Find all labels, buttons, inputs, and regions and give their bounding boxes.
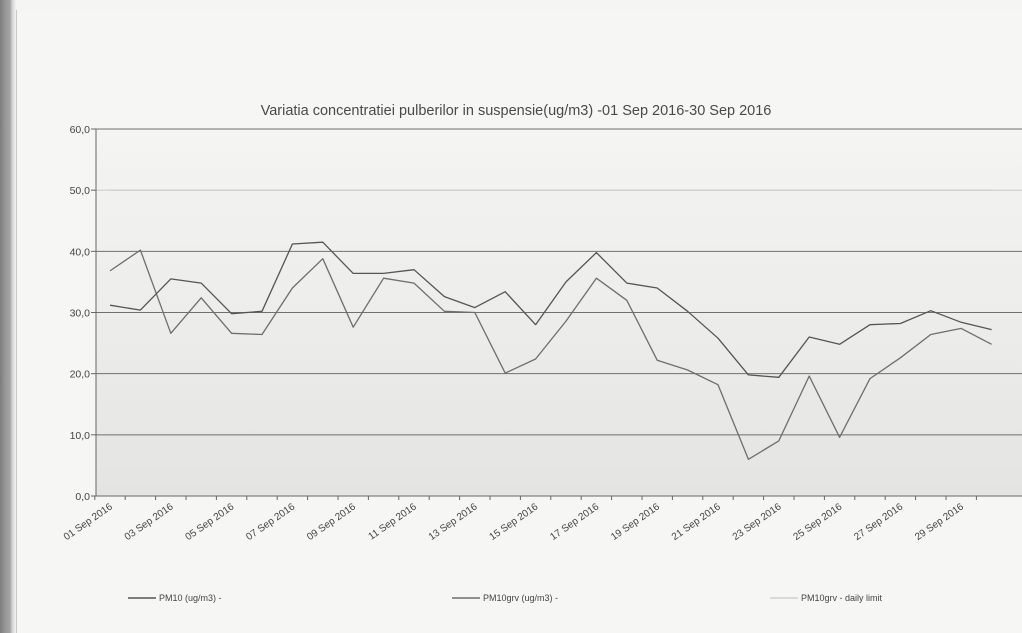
chart-title: Variatia concentratiei pulberilor in sus… xyxy=(261,103,772,119)
y-tick-label: 20,0 xyxy=(70,369,91,381)
x-tick-label: 01 Sep 2016 xyxy=(62,501,115,543)
axes xyxy=(94,129,1022,500)
x-tick-label: 07 Sep 2016 xyxy=(244,501,297,543)
x-tick-label: 25 Sep 2016 xyxy=(792,501,845,543)
series-line-0 xyxy=(109,241,992,378)
y-tick-label: 40,0 xyxy=(70,246,91,258)
legend-label: PM10grv - daily limit xyxy=(801,593,883,603)
y-tick-label: 60,0 xyxy=(70,124,91,136)
y-tick-label: 30,0 xyxy=(70,308,91,320)
legend-label: PM10grv (ug/m3) - xyxy=(483,593,558,603)
x-tick-labels: 01 Sep 2016 03 Sep 2016 05 Sep 2016 07 Sep … xyxy=(62,501,966,543)
x-tick-label: 09 Sep 2016 xyxy=(305,501,358,543)
series-lines xyxy=(109,189,992,460)
legend: PM10 (ug/m3) - PM10grv (ug/m3) - PM10grv -… xyxy=(128,593,883,603)
x-tick-label: 11 Sep 2016 xyxy=(367,501,420,542)
x-tick-label: 27 Sep 2016 xyxy=(852,501,905,543)
y-tick-label: 0,0 xyxy=(75,491,90,503)
x-tick-label: 19 Sep 2016 xyxy=(609,501,662,543)
y-tick-label: 10,0 xyxy=(70,430,91,442)
x-tick-label: 03 Sep 2016 xyxy=(123,501,176,543)
x-tick-label: 05 Sep 2016 xyxy=(184,501,237,543)
y-tick-label: 50,0 xyxy=(70,185,91,197)
legend-label: PM10 (ug/m3) - xyxy=(159,593,222,603)
x-tick-label: 13 Sep 2016 xyxy=(427,501,480,543)
x-tick-label: 23 Sep 2016 xyxy=(731,501,784,543)
x-tick-label: 15 Sep 2016 xyxy=(488,501,541,543)
x-tick-label: 17 Sep 2016 xyxy=(548,501,601,543)
x-tick-label: 21 Sep 2016 xyxy=(670,501,723,543)
series-line-1 xyxy=(109,249,992,460)
y-tick-labels: 0,0 10,0 20,0 30,0 40,0 50,0 60,0 xyxy=(70,124,91,503)
x-tick-label: 29 Sep 2016 xyxy=(913,501,966,543)
